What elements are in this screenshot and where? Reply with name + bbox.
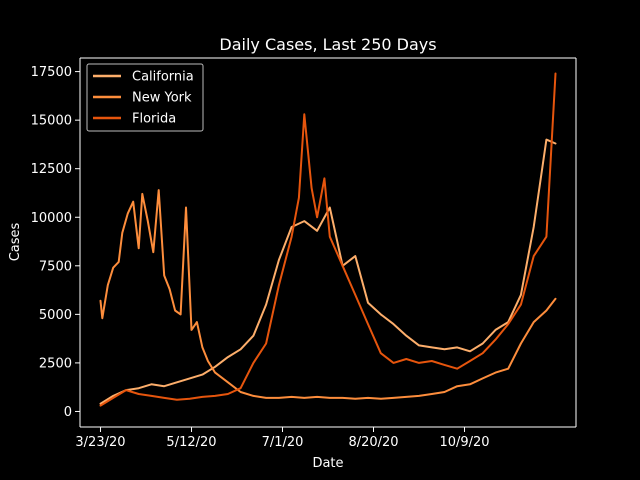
x-tick-label: 8/20/20 [348,435,398,450]
plot-frame [79,57,577,428]
y-tick-label: 7500 [39,259,72,274]
y-axis-ticks: 0 2500 5000 7500 10000 12500 15000 17500 [31,65,80,420]
legend-entries: California New York Florida [93,70,194,127]
y-tick-label: 10000 [31,211,72,226]
series-line-florida [99,72,557,407]
y-tick-label: 12500 [31,162,72,177]
x-tick-label: 7/1/20 [262,435,304,450]
chart-title: Daily Cases, Last 250 Days [219,35,436,54]
y-tick-label: 0 [64,405,72,420]
series-layer [99,72,557,407]
legend: California New York Florida [86,63,204,132]
legend-box [86,63,204,132]
legend-label: California [132,70,194,85]
x-tick-label: 10/9/20 [439,435,489,450]
y-tick-label: 17500 [31,65,72,80]
legend-label: Florida [132,112,176,127]
y-tick-label: 15000 [31,114,72,129]
x-tick-label: 3/23/20 [75,435,125,450]
y-axis-label: Cases [8,222,23,261]
y-tick-label: 2500 [39,356,72,371]
y-tick-label: 5000 [39,308,72,323]
x-axis-label: Date [312,456,343,471]
x-axis-ticks: 3/23/20 5/12/20 7/1/20 8/20/20 10/9/20 [75,427,490,450]
legend-label: New York [132,91,192,106]
x-tick-label: 5/12/20 [166,435,216,450]
series-line-new-york [99,189,557,400]
series-line-california [99,138,557,405]
